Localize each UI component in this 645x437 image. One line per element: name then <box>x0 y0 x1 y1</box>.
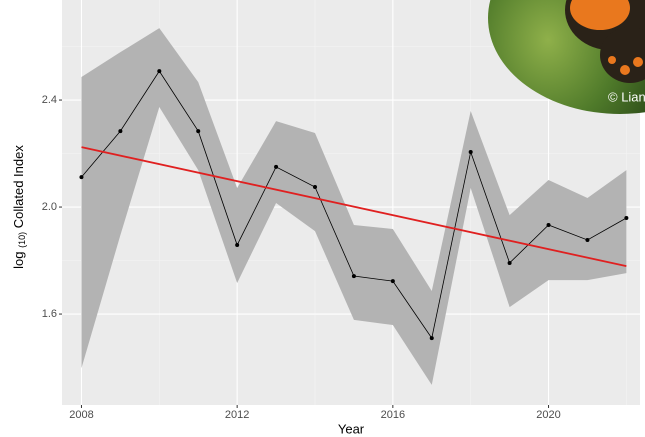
x-axis-title: Year <box>338 421 365 436</box>
point <box>118 129 123 134</box>
x-tick-label: 2016 <box>381 409 405 421</box>
point <box>507 260 512 265</box>
point <box>429 336 434 341</box>
confidence-band <box>81 28 627 385</box>
photo: © Lian <box>488 0 645 114</box>
point <box>196 129 201 134</box>
butterfly-hindwing <box>600 27 645 83</box>
point <box>235 243 240 248</box>
point <box>312 184 317 189</box>
y-tick-label: 1.6 <box>42 308 57 320</box>
y-label-main: Collated Index <box>11 145 26 229</box>
x-tick-label: 2020 <box>536 409 560 421</box>
trend-line <box>81 146 627 268</box>
y-tick-label: 2.4 <box>42 94 57 106</box>
spot <box>633 57 643 67</box>
marks <box>79 28 629 385</box>
spot <box>620 65 630 75</box>
x-tick-label: 2008 <box>69 409 93 421</box>
point <box>624 216 629 221</box>
y-axis-title: log (10) Collated Index <box>11 145 29 269</box>
point <box>468 149 473 154</box>
point <box>546 222 551 227</box>
spot <box>608 56 616 64</box>
y-label-subscript: (10) <box>17 232 27 248</box>
point <box>157 69 162 74</box>
y-tick-label: 2.0 <box>42 201 57 213</box>
point <box>390 279 395 284</box>
image-credit: © Lian <box>608 89 645 104</box>
point <box>79 175 84 180</box>
point <box>274 164 279 169</box>
x-tick-label: 2012 <box>225 409 249 421</box>
butterfly-orange <box>570 0 630 30</box>
y-label-prefix: log <box>11 252 26 269</box>
y-axis-title-text: log (10) Collated Index <box>11 145 29 269</box>
point <box>585 237 590 242</box>
point <box>351 274 356 279</box>
